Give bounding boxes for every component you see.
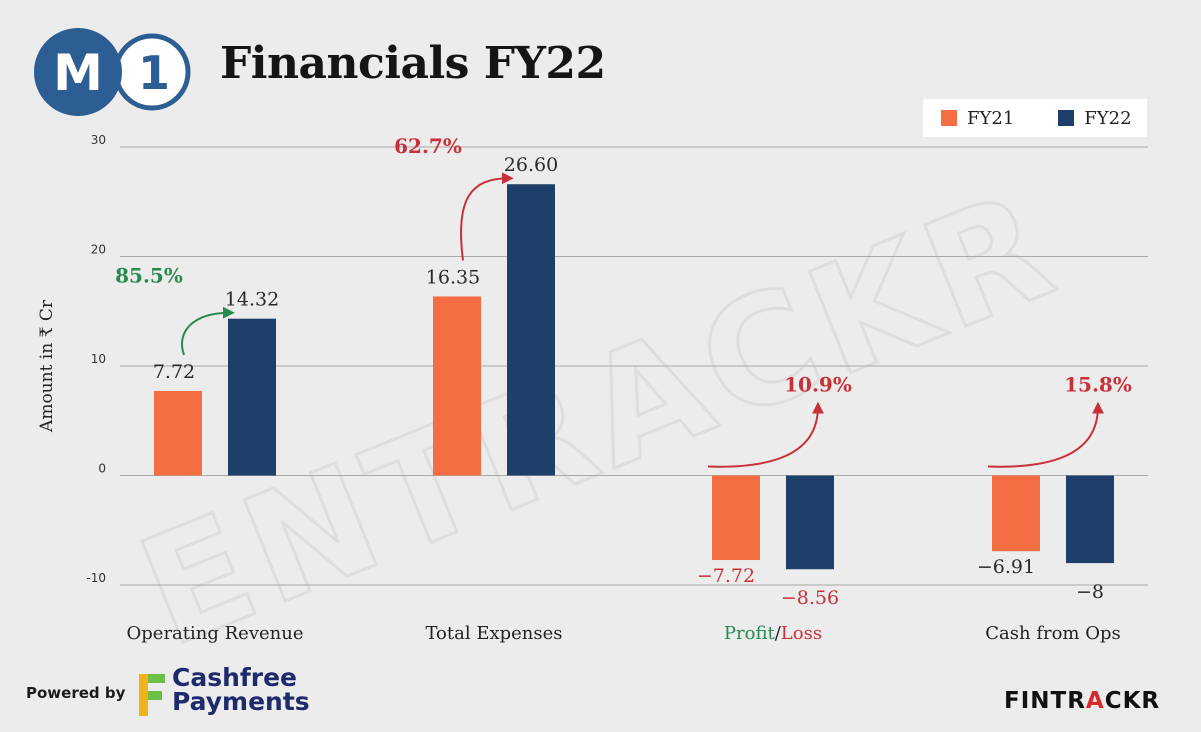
bar-fy22-3: [786, 475, 834, 570]
growth-arrow: [459, 172, 514, 261]
y-tick-label: 10: [91, 352, 106, 366]
bar-fy21-4: [992, 475, 1040, 552]
fintrackr-part-1: FINTR: [1004, 688, 1086, 714]
growth-label: 10.9%: [784, 373, 852, 397]
bar-fy22-1: [228, 318, 276, 476]
growth-label: 62.7%: [394, 134, 462, 158]
logo-letter-m: M: [53, 44, 103, 102]
fintrackr-accent: A: [1085, 688, 1105, 714]
y-tick-label: 30: [91, 133, 106, 147]
legend-item-fy21: FY21: [941, 108, 1014, 129]
category-label: Total Expenses: [425, 623, 562, 644]
data-label-fy21: −7.72: [697, 565, 755, 587]
bar-fy22-4: [1066, 475, 1114, 564]
logo-letter-1: 1: [138, 46, 170, 100]
bar-fy21-3: [712, 475, 760, 561]
cashfree-line-1: Cashfree: [172, 663, 298, 692]
category-label-part: Profit: [724, 623, 776, 644]
data-label-fy22: 26.60: [504, 154, 558, 176]
legend-swatch-fy21: [941, 110, 957, 126]
growth-arrows: 85.5% 62.7% 10.9% 15.8%: [115, 134, 1132, 468]
data-label-fy21: −6.91: [977, 556, 1035, 578]
chart-grid: 30 20 10 0 -10 Amount in ₹ Cr: [37, 133, 1148, 586]
cashfree-line-2: Payments: [172, 687, 310, 716]
growth-label: 15.8%: [1064, 373, 1132, 397]
cashfree-wordmark: Cashfree Payments: [172, 663, 310, 716]
category-label-part: /: [775, 623, 782, 644]
chart-labels: 7.72 14.32 Operating Revenue 16.35 26.60 Tota…: [127, 154, 1121, 644]
y-tick-label: 20: [91, 243, 106, 257]
powered-by-label: Powered by: [26, 684, 126, 702]
fintrackr-part-2: CKR: [1104, 688, 1161, 714]
m1-logo: M 1: [34, 28, 191, 116]
cashfree-logo-icon: [139, 674, 165, 716]
page-title: Financials FY22: [220, 38, 606, 89]
legend-label-fy22: FY22: [1084, 107, 1132, 129]
category-label-part: Loss: [781, 623, 822, 644]
data-label-fy22: 14.32: [225, 289, 279, 311]
data-label-fy21: 16.35: [426, 266, 480, 288]
chart-bars: [154, 184, 1114, 570]
y-axis-label: Amount in ₹ Cr: [37, 299, 57, 433]
data-label-fy21: 7.72: [153, 361, 195, 383]
growth-label: 85.5%: [115, 264, 183, 288]
legend-item-fy22: FY22: [1058, 107, 1132, 129]
data-label-fy22: −8.56: [781, 587, 839, 609]
category-label: Operating Revenue: [127, 623, 304, 644]
fintrackr-logo: FINTRACKR: [1004, 688, 1160, 714]
growth-arrow: [707, 401, 824, 468]
data-label-fy22: −8: [1076, 581, 1104, 603]
bar-fy22-2: [507, 184, 555, 476]
bar-fy21-2: [433, 296, 481, 476]
legend-swatch-fy22: [1058, 110, 1075, 126]
legend-label-fy21: FY21: [967, 107, 1015, 129]
y-tick-label: -10: [86, 571, 106, 585]
y-tick-label: 0: [98, 462, 106, 476]
category-label: Cash from Ops: [985, 623, 1120, 644]
growth-arrow: [987, 401, 1104, 468]
bar-fy21-1: [154, 390, 202, 476]
growth-arrow: [181, 306, 235, 356]
chart-legend: FY21 FY22: [923, 99, 1147, 137]
category-label: Profit/Loss: [724, 623, 822, 644]
